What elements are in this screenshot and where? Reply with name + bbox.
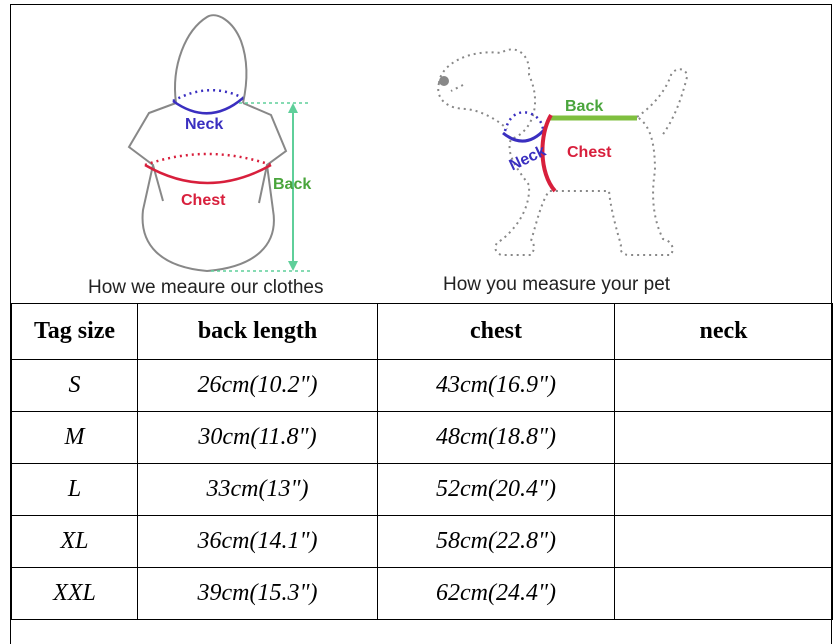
back-arrow-head-bottom: [288, 261, 298, 271]
header-back-length: back length: [137, 303, 378, 360]
chest-cell: 43cm(16.9"): [377, 359, 615, 412]
measurement-diagram: Neck Chest Back Back Chest Neck: [127, 14, 689, 273]
table-row: M 30cm(11.8") 48cm(18.8"): [11, 411, 833, 464]
dog-drawing: [437, 48, 689, 256]
garment-chest-line: [144, 163, 272, 185]
size-cell: M: [11, 411, 138, 464]
table-row: XL 36cm(14.1") 58cm(22.8"): [11, 515, 833, 568]
dog-chest-line: [540, 113, 557, 193]
dog-neck-label: Neck: [507, 143, 549, 175]
back-length-cell: 33cm(13"): [137, 463, 378, 516]
size-cell: L: [11, 463, 138, 516]
dog-back-label: Back: [565, 98, 603, 115]
neck-cell: [614, 567, 833, 620]
neck-cell: [614, 463, 833, 516]
garment-drawing: [127, 14, 288, 273]
header-chest: chest: [377, 303, 615, 360]
pet-caption: How you measure your pet: [443, 274, 671, 295]
size-cell: S: [11, 359, 138, 412]
dog-neck-line: [502, 127, 547, 143]
dog-neck-dotted: [503, 111, 545, 132]
garment-neck-dotted: [172, 88, 244, 103]
chest-cell: 52cm(20.4"): [377, 463, 615, 516]
back-length-cell: 30cm(11.8"): [137, 411, 378, 464]
measurement-illustration: Neck Chest Back Back Chest Neck How we m…: [11, 5, 831, 303]
size-cell: XL: [11, 515, 138, 568]
chest-cell: 62cm(24.4"): [377, 567, 615, 620]
size-cell: XXL: [11, 567, 138, 620]
chest-cell: 48cm(18.8"): [377, 411, 615, 464]
header-tag-size: Tag size: [11, 303, 138, 360]
back-length-cell: 39cm(15.3"): [137, 567, 378, 620]
clothes-caption: How we meaure our clothes: [88, 277, 324, 298]
table-header-row: Tag size back length chest neck: [11, 303, 833, 360]
table-row: XXL 39cm(15.3") 62cm(24.4"): [11, 567, 833, 620]
garment-back-label: Back: [273, 176, 311, 193]
size-table: Tag size back length chest neck S 26cm(1…: [11, 303, 833, 620]
back-arrow-head-top: [288, 103, 298, 113]
neck-cell: [614, 515, 833, 568]
dog-nose-icon: [439, 76, 449, 86]
table-row: S 26cm(10.2") 43cm(16.9"): [11, 359, 833, 412]
back-length-cell: 36cm(14.1"): [137, 515, 378, 568]
garment-chest-dotted: [144, 152, 272, 167]
size-chart: Neck Chest Back Back Chest Neck How we m…: [10, 4, 833, 644]
garment-neck-line: [172, 97, 244, 115]
dog-chest-label: Chest: [567, 144, 612, 161]
neck-cell: [614, 359, 833, 412]
header-neck: neck: [614, 303, 833, 360]
garment-chest-label: Chest: [181, 192, 226, 209]
chest-cell: 58cm(22.8"): [377, 515, 615, 568]
neck-cell: [614, 411, 833, 464]
garment-neck-label: Neck: [185, 116, 223, 133]
back-length-cell: 26cm(10.2"): [137, 359, 378, 412]
table-row: L 33cm(13") 52cm(20.4"): [11, 463, 833, 516]
